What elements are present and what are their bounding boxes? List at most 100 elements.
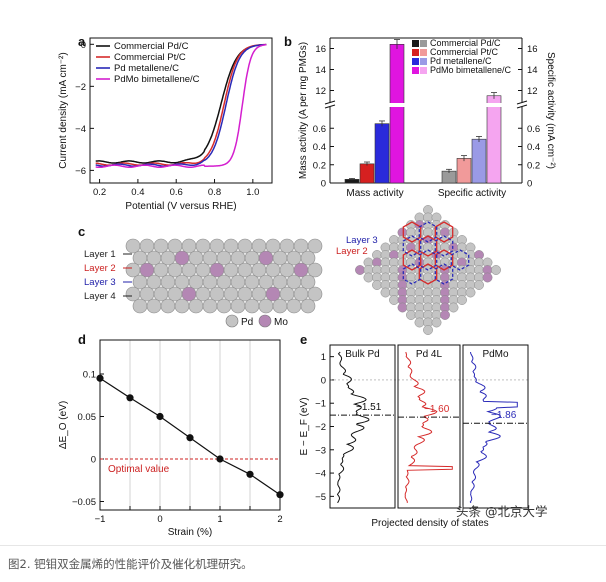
- panel-b-bar: [456, 158, 472, 184]
- panel-a-series-line: [95, 43, 267, 167]
- pd-atom: [167, 286, 183, 302]
- panel-c-blue-hexagon: [402, 235, 422, 257]
- panel-b-legend-label: Pd metallene/C: [430, 56, 492, 66]
- pd-atom: [167, 262, 183, 278]
- panel-b-ytick-label: 0: [527, 179, 532, 190]
- panel-b-category-label: Specific activity: [438, 188, 506, 199]
- pd-atom: [125, 286, 141, 302]
- panel-c-top-view: [355, 205, 501, 335]
- panel-b-break-gap: [326, 102, 334, 107]
- panel-e-dband-label: −1.51: [356, 402, 382, 413]
- pd-legend-label: Pd: [241, 317, 253, 328]
- panel-e-series-title: Bulk Pd: [345, 349, 379, 360]
- panel-c-layer-label: Layer 1: [84, 249, 116, 260]
- panel-e-frame: [329, 344, 396, 509]
- panel-b-bar: [359, 163, 375, 184]
- panel-b-ylabel-right: Specific activity (mA cm⁻²): [545, 52, 556, 169]
- panel-c-blue-hexagon: [434, 263, 454, 285]
- pd-atom: [153, 262, 169, 278]
- panel-a-ylabel: Current density (mA cm⁻²): [58, 52, 69, 168]
- panel-b-bar-break: [486, 103, 502, 107]
- pd-atom: [237, 262, 253, 278]
- panel-a-ytick-label: −2: [75, 82, 86, 93]
- panel-label-d: d: [78, 332, 86, 347]
- panel-a-legend-label: PdMo bimetallene/C: [114, 74, 200, 85]
- pd-atom: [414, 317, 425, 328]
- panel-label-a: a: [78, 34, 86, 49]
- panel-b-ytick-label: 0.4: [527, 142, 540, 153]
- pd-atom: [195, 286, 211, 302]
- panel-label-b: b: [284, 34, 292, 49]
- panel-b-legend-swatch: [420, 58, 427, 65]
- pd-atom: [125, 262, 141, 278]
- panel-c-red-hexagon: [418, 263, 438, 285]
- panel-d-xtick-label: −1: [95, 514, 106, 525]
- mo-atom: [397, 302, 408, 313]
- panel-a-xtick-label: 0.6: [170, 187, 183, 198]
- panel-b-ylabel-left: Mass activity (A per mg PMGs): [298, 42, 309, 179]
- panel-b-ytick-label: 14: [527, 65, 538, 76]
- pd-atom: [160, 250, 176, 266]
- panel-d-ytick-label: 0: [91, 455, 96, 466]
- pd-atom: [251, 262, 267, 278]
- panel-e-ytick-label: −3: [315, 445, 326, 456]
- pd-atom: [251, 238, 267, 254]
- panel-e-dband-label: −1.86: [491, 410, 517, 421]
- pd-atom: [209, 286, 225, 302]
- panel-e-ytick-label: −4: [315, 469, 326, 480]
- panel-b-legend-label: PdMo bimetallene/C: [430, 65, 512, 75]
- pd-atom: [272, 298, 288, 314]
- pd-atom: [258, 298, 274, 314]
- pd-atom: [188, 298, 204, 314]
- pd-atom: [153, 286, 169, 302]
- pd-atom: [202, 250, 218, 266]
- panel-c-layer-label: Layer 4: [84, 291, 116, 302]
- pd-atom: [139, 286, 155, 302]
- panel-d-xtick-label: 1: [217, 514, 222, 525]
- panel-e-frame: [462, 344, 529, 509]
- panel-c-layer-label: Layer 3: [84, 277, 116, 288]
- pd-atom: [300, 250, 316, 266]
- pd-atom: [300, 274, 316, 290]
- panel-b-bar: [389, 43, 405, 184]
- panel-e-dos-line: [404, 351, 453, 503]
- pd-atom: [195, 238, 211, 254]
- pd-atom: [132, 298, 148, 314]
- panel-b-ytick-label: 12: [315, 86, 326, 97]
- mo-atom: [181, 286, 197, 302]
- pd-atom: [237, 286, 253, 302]
- panel-c-blue-hexagon: [418, 221, 438, 243]
- pd-atom: [423, 325, 433, 335]
- pd-atom: [230, 274, 246, 290]
- panel-b-legend-swatch: [412, 67, 419, 74]
- panel-e-ylabel: E − E_F (eV): [299, 397, 310, 455]
- panel-b-ytick-label: 0.2: [527, 160, 540, 171]
- panel-b-legend-label: Commercial Pd/C: [430, 38, 501, 48]
- panel-a-xtick-label: 0.2: [93, 187, 106, 198]
- panel-b-legend-swatch: [420, 67, 427, 74]
- pd-atom: [279, 286, 295, 302]
- pd-atom: [293, 238, 309, 254]
- pd-atom: [174, 298, 190, 314]
- panel-a-series-line: [95, 43, 267, 164]
- panel-c-diamond-layer-label: Layer 3: [346, 235, 378, 246]
- panel-b-bar: [471, 138, 487, 184]
- pd-atom: [230, 250, 246, 266]
- panel-e-ytick-label: 0: [321, 375, 326, 386]
- pd-atom: [223, 238, 239, 254]
- panel-a-series-line: [95, 43, 267, 168]
- panel-d-point: [96, 374, 104, 382]
- panel-b-legend-swatch: [412, 49, 419, 56]
- panel-b-category-label: Mass activity: [346, 188, 403, 199]
- panel-a-xtick-label: 0.8: [208, 187, 221, 198]
- panel-e-ytick-label: −1: [315, 399, 326, 410]
- panel-a-series-line: [95, 43, 267, 166]
- panel-e-frame: [397, 344, 461, 509]
- panel-c-red-hexagon: [402, 249, 422, 271]
- pd-atom: [265, 262, 281, 278]
- mo-atom: [482, 272, 493, 283]
- pd-atom: [272, 250, 288, 266]
- mo-atom: [355, 265, 365, 275]
- pd-atom: [307, 286, 323, 302]
- panel-e-series-title: Pd 4L: [416, 349, 443, 360]
